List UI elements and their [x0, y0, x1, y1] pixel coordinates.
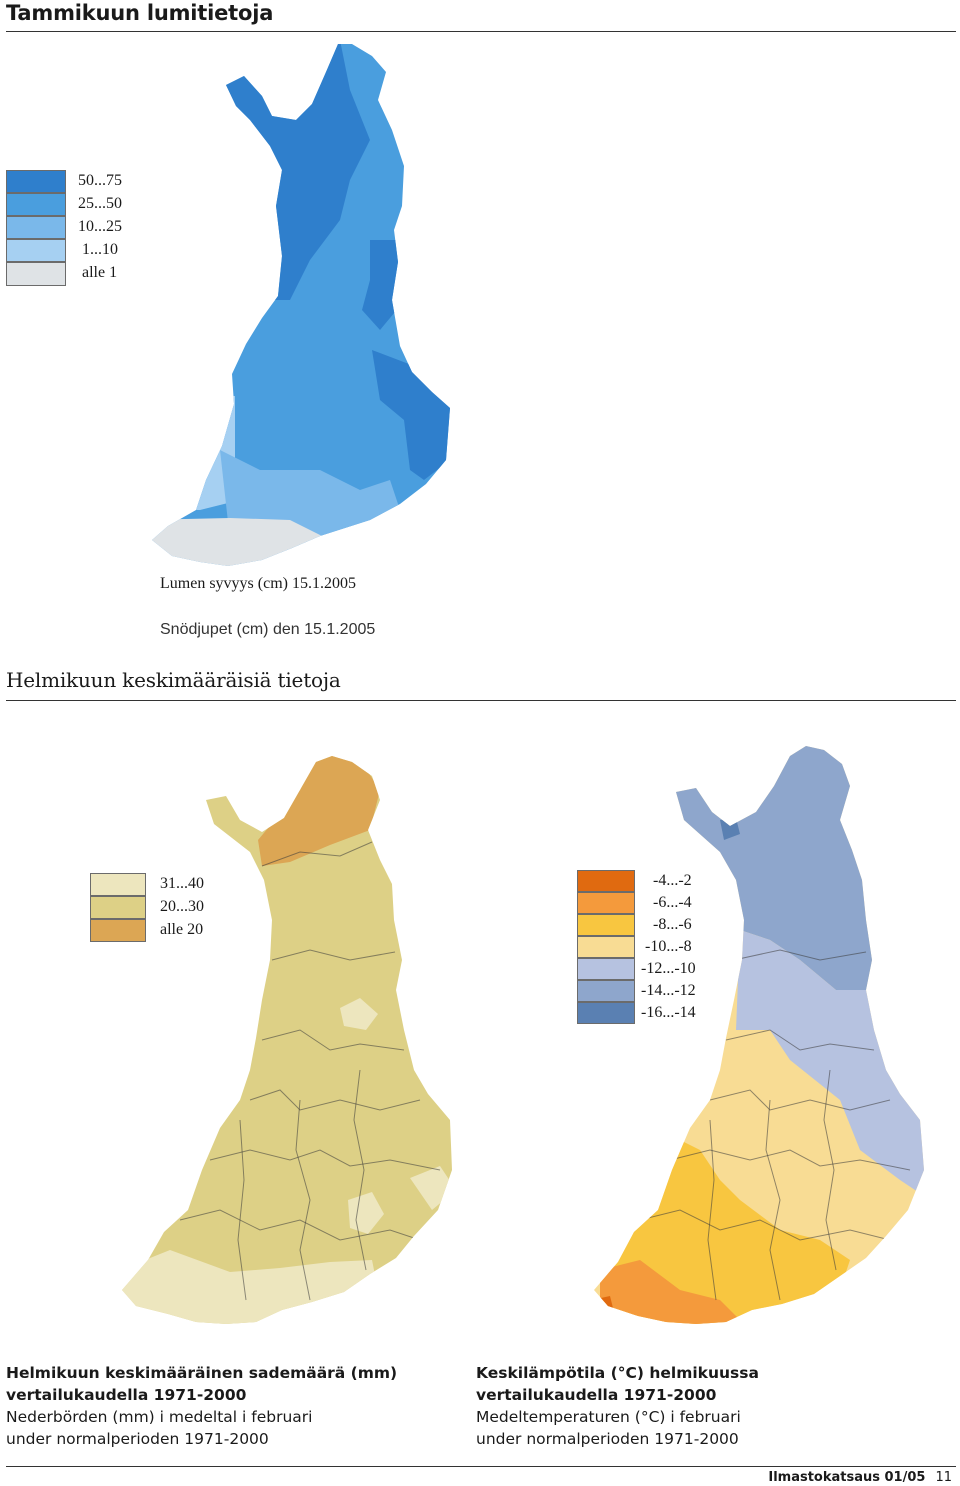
footer: Ilmastokatsaus 01/05 11	[768, 1470, 952, 1485]
section-rule	[6, 700, 956, 701]
section-title-february: Helmikuun keskimääräisiä tietoja	[6, 668, 341, 692]
legend-label: -8...-6	[653, 916, 692, 933]
legend-label: 50...75	[78, 172, 122, 189]
precip-caption-line3: Nederbörden (mm) i medeltal i februari	[6, 1408, 313, 1426]
legend-label: -14...-12	[641, 982, 696, 999]
legend-swatch	[577, 936, 635, 958]
legend-label: -12...-10	[641, 960, 696, 977]
legend-swatch	[6, 262, 66, 286]
legend-swatch	[577, 958, 635, 980]
precip-caption-line2: vertailukaudella 1971-2000	[6, 1386, 247, 1404]
legend-label: 31...40	[160, 875, 204, 892]
legend-swatch	[577, 892, 635, 914]
legend-label: alle 1	[82, 264, 118, 281]
page-number: 11	[935, 1470, 952, 1485]
temp-caption-line3: Medeltemperaturen (°C) i februari	[476, 1408, 741, 1426]
precip-caption-line1: Helmikuun keskimääräinen sademäärä (mm)	[6, 1364, 398, 1382]
legend-swatch	[577, 980, 635, 1002]
snow-caption-fi: Lumen syvyys (cm) 15.1.2005	[160, 575, 356, 592]
legend-swatch	[6, 193, 66, 216]
temp-caption-line2: vertailukaudella 1971-2000	[476, 1386, 717, 1404]
legend-swatch	[6, 216, 66, 239]
legend-swatch	[577, 1002, 635, 1024]
snow-caption-sv: Snödjupet (cm) den 15.1.2005	[160, 621, 376, 638]
legend-label: 10...25	[78, 218, 122, 235]
legend-swatch	[6, 239, 66, 262]
legend-swatch	[6, 170, 66, 193]
legend-swatch	[90, 919, 146, 942]
legend-label: -16...-14	[641, 1004, 696, 1021]
legend-label: -10...-8	[645, 938, 692, 955]
legend-label: 25...50	[78, 195, 122, 212]
precip-caption-line4: under normalperioden 1971-2000	[6, 1430, 269, 1448]
section-title-snow: Tammikuun lumitietoja	[6, 1, 274, 25]
temp-caption: Keskilämpötila (°C) helmikuussa vertailu…	[476, 1362, 759, 1450]
temp-caption-line1: Keskilämpötila (°C) helmikuussa	[476, 1364, 759, 1382]
legend-swatch	[577, 870, 635, 892]
publication-name: Ilmastokatsaus 01/05	[768, 1470, 926, 1485]
legend-swatch	[90, 873, 146, 896]
footer-rule	[6, 1466, 956, 1467]
legend-label: 1...10	[82, 241, 118, 258]
legend-swatch	[577, 914, 635, 936]
legend-label: alle 20	[160, 921, 204, 938]
legend-label: 20...30	[160, 898, 204, 915]
legend-swatch	[90, 896, 146, 919]
title-rule	[6, 31, 956, 32]
legend-label: -6...-4	[653, 894, 692, 911]
legend-label: -4...-2	[653, 872, 692, 889]
precip-caption: Helmikuun keskimääräinen sademäärä (mm) …	[6, 1362, 397, 1450]
temp-caption-line4: under normalperioden 1971-2000	[476, 1430, 739, 1448]
